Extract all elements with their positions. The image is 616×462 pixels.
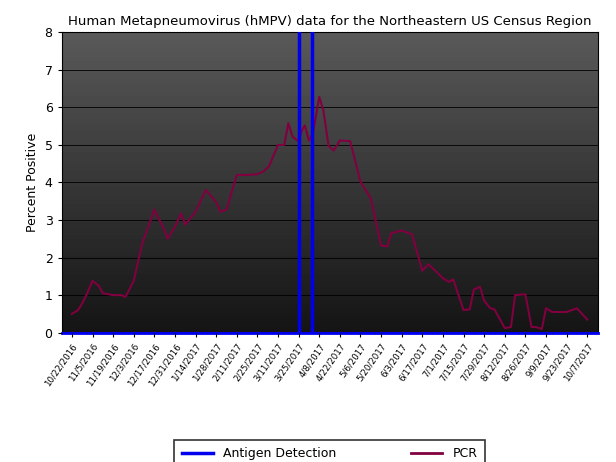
Legend: Antigen Detection, PCR: Antigen Detection, PCR bbox=[174, 439, 485, 462]
Title: Human Metapneumovirus (hMPV) data for the Northeastern US Census Region: Human Metapneumovirus (hMPV) data for th… bbox=[68, 15, 591, 28]
Y-axis label: Percent Positive: Percent Positive bbox=[26, 133, 39, 232]
